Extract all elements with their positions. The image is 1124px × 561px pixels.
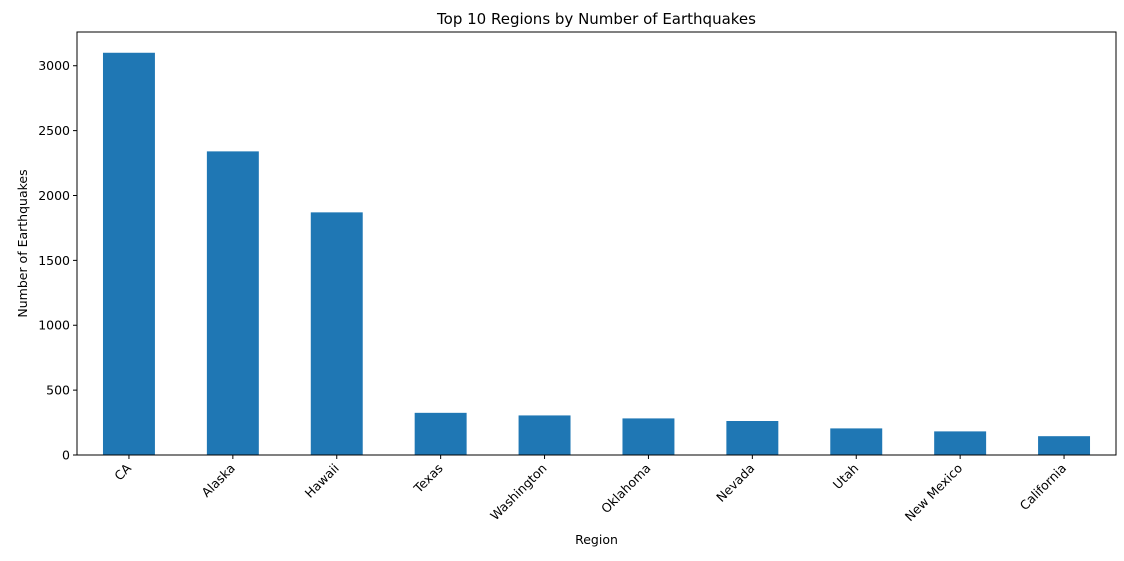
bar-new-mexico [934,431,987,455]
y-tick-label: 3000 [38,58,70,73]
x-tick-label: Utah [830,461,862,493]
x-tick-label: Texas [410,461,446,497]
chart-title: Top 10 Regions by Number of Earthquakes [436,10,756,28]
bar-california [1038,436,1091,455]
bar-alaska [206,151,259,455]
plot-frame [76,31,1117,456]
bars-group [102,52,1091,455]
bar-hawaii [310,212,363,455]
bar-oklahoma [622,418,675,455]
x-tick-label: California [1017,461,1070,514]
x-axis-title: Region [575,532,618,547]
x-tick-label: Hawaii [302,461,342,501]
x-tick-label: New Mexico [902,461,966,525]
y-axis: 0 500 1000 1500 2000 2500 3000 [38,58,77,463]
x-tick-label: Oklahoma [598,461,654,517]
y-tick-label: 2500 [38,123,70,138]
bar-nevada [726,421,779,455]
y-tick-label: 1000 [38,318,70,333]
bar-texas [414,412,467,455]
y-tick-label: 2000 [38,188,70,203]
bar-washington [518,415,571,455]
y-tick-label: 0 [62,448,70,463]
bar-ca [102,52,155,455]
x-tick-label: Nevada [713,461,757,505]
x-axis: CA Alaska Hawaii Texas Washington Oklahoma Nev… [111,455,1069,524]
x-tick-label: CA [111,460,134,483]
x-tick-label: Washington [487,461,550,524]
y-axis-title: Number of Earthquakes [15,169,30,317]
y-tick-label: 1500 [38,253,70,268]
bar-utah [830,428,883,455]
y-tick-label: 500 [46,383,70,398]
x-tick-label: Alaska [198,461,238,501]
